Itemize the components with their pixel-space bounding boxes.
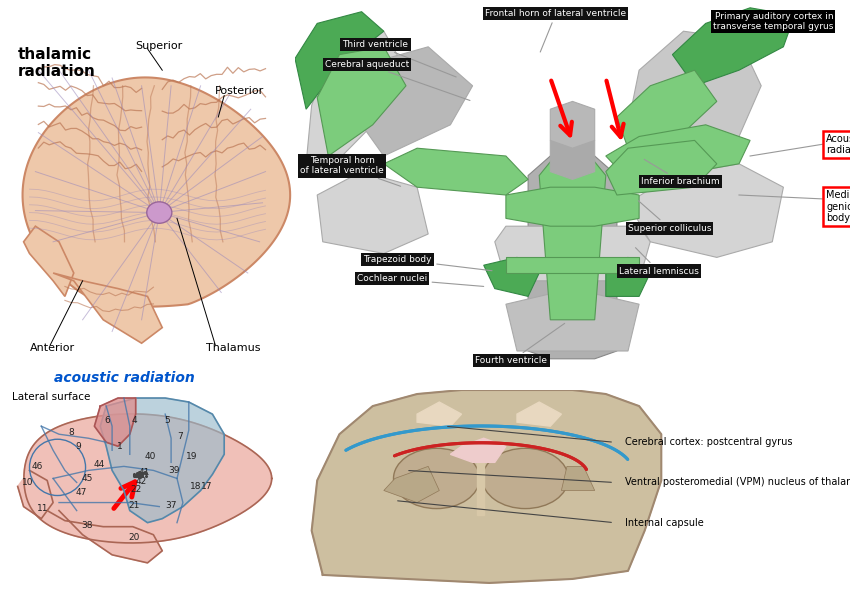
Polygon shape: [24, 226, 74, 297]
Polygon shape: [417, 402, 462, 426]
Text: 45: 45: [82, 474, 93, 483]
Polygon shape: [606, 125, 750, 180]
Polygon shape: [53, 273, 162, 343]
Text: 38: 38: [82, 521, 93, 530]
Polygon shape: [550, 102, 595, 148]
Text: Internal capsule: Internal capsule: [626, 518, 704, 528]
Text: Inferior brachium: Inferior brachium: [642, 160, 720, 186]
Ellipse shape: [482, 449, 569, 509]
Text: 7: 7: [177, 432, 183, 441]
Text: 18: 18: [190, 482, 202, 491]
Text: 6: 6: [105, 415, 110, 425]
Text: Lateral lemniscus: Lateral lemniscus: [619, 248, 699, 275]
Polygon shape: [506, 258, 639, 273]
Polygon shape: [450, 439, 506, 462]
Polygon shape: [506, 288, 639, 351]
Text: Superior: Superior: [136, 41, 183, 51]
Text: acoustic radiation: acoustic radiation: [54, 371, 195, 385]
Polygon shape: [517, 402, 561, 426]
Text: Cerebral cortex: postcentral gyrus: Cerebral cortex: postcentral gyrus: [626, 437, 793, 447]
Polygon shape: [295, 12, 384, 109]
Text: 47: 47: [76, 488, 87, 497]
Polygon shape: [672, 8, 795, 86]
Polygon shape: [539, 148, 606, 320]
Polygon shape: [384, 466, 439, 502]
Polygon shape: [477, 442, 484, 515]
Text: 4: 4: [132, 415, 137, 425]
Text: 5: 5: [164, 415, 169, 425]
Polygon shape: [484, 258, 539, 297]
Text: Acoustic
radiation: Acoustic radiation: [826, 134, 850, 155]
Polygon shape: [317, 47, 406, 156]
Text: Temporal horn
of lateral ventricle: Temporal horn of lateral ventricle: [300, 156, 400, 186]
Text: 11: 11: [37, 504, 48, 513]
Polygon shape: [317, 171, 428, 254]
Polygon shape: [94, 398, 136, 446]
Polygon shape: [617, 70, 717, 148]
Text: Medial
geniculate
body: Medial geniculate body: [826, 190, 850, 223]
Polygon shape: [528, 148, 617, 359]
Text: Cerebral aqueduct: Cerebral aqueduct: [325, 60, 470, 100]
Text: 44: 44: [94, 460, 105, 469]
Text: 41: 41: [139, 468, 150, 477]
Text: Superior colliculus: Superior colliculus: [628, 201, 711, 233]
Text: 42: 42: [136, 477, 147, 486]
Ellipse shape: [147, 202, 172, 223]
Polygon shape: [100, 398, 224, 522]
Polygon shape: [23, 77, 290, 307]
Polygon shape: [628, 31, 762, 176]
Text: Lateral surface: Lateral surface: [12, 392, 90, 402]
Text: thalamic
radiation: thalamic radiation: [18, 47, 95, 79]
Polygon shape: [312, 390, 661, 583]
Text: 20: 20: [128, 533, 140, 542]
Polygon shape: [306, 31, 406, 176]
Text: Anterior: Anterior: [30, 343, 75, 353]
Text: Thalamus: Thalamus: [207, 343, 261, 353]
Polygon shape: [606, 258, 650, 297]
Polygon shape: [384, 148, 528, 195]
Polygon shape: [561, 466, 595, 491]
Text: Fourth ventricle: Fourth ventricle: [475, 323, 564, 365]
Text: 21: 21: [128, 501, 140, 510]
Polygon shape: [628, 164, 784, 258]
Text: 37: 37: [166, 501, 177, 510]
Polygon shape: [606, 141, 717, 195]
Polygon shape: [18, 470, 53, 519]
Text: 19: 19: [186, 452, 197, 461]
Text: Trapezoid body: Trapezoid body: [364, 255, 492, 271]
Text: Primary auditory cortex in
transverse temporal gyrus: Primary auditory cortex in transverse te…: [713, 12, 833, 31]
Ellipse shape: [394, 449, 479, 509]
Text: 22: 22: [130, 485, 141, 494]
Text: 46: 46: [31, 462, 42, 471]
Polygon shape: [48, 511, 162, 563]
Text: 17: 17: [201, 482, 212, 491]
Text: Third ventricle: Third ventricle: [343, 40, 456, 77]
Polygon shape: [506, 187, 639, 226]
Text: Cochlear nuclei: Cochlear nuclei: [357, 274, 484, 287]
Text: Posterior: Posterior: [215, 86, 264, 96]
Polygon shape: [24, 414, 272, 543]
Polygon shape: [350, 47, 473, 156]
Text: 40: 40: [144, 452, 156, 461]
Text: 1: 1: [116, 442, 122, 451]
Text: 9: 9: [76, 442, 81, 451]
Polygon shape: [550, 132, 595, 180]
Text: 10: 10: [22, 478, 34, 487]
Text: 8: 8: [68, 428, 74, 437]
Polygon shape: [495, 226, 650, 281]
Text: 39: 39: [168, 466, 180, 475]
Text: Ventral posteromedial (VPM) nucleus of thalamus: Ventral posteromedial (VPM) nucleus of t…: [626, 478, 850, 488]
Text: Frontal horn of lateral ventricle: Frontal horn of lateral ventricle: [485, 9, 626, 52]
